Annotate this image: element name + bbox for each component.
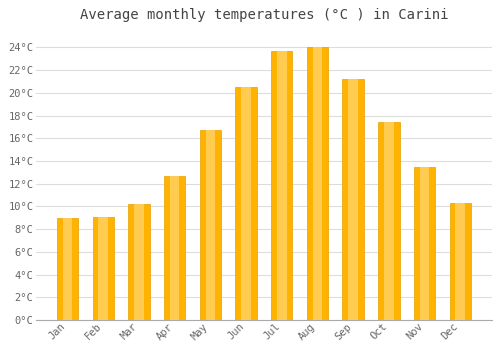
Title: Average monthly temperatures (°C ) in Carini: Average monthly temperatures (°C ) in Ca… <box>80 8 448 22</box>
Bar <box>414 167 436 320</box>
Bar <box>98 217 108 320</box>
Bar <box>200 130 221 320</box>
Bar <box>342 79 364 320</box>
Bar <box>128 204 150 320</box>
Bar <box>62 218 72 320</box>
Bar <box>348 79 358 320</box>
Bar <box>164 176 186 320</box>
Bar <box>450 203 471 320</box>
Bar <box>236 87 256 320</box>
Bar <box>384 122 394 320</box>
Bar <box>420 167 430 320</box>
Bar <box>456 203 465 320</box>
Bar <box>134 204 144 320</box>
Bar <box>271 51 292 320</box>
Bar <box>206 130 215 320</box>
Bar <box>312 48 322 320</box>
Bar <box>170 176 179 320</box>
Bar <box>57 218 78 320</box>
Bar <box>378 122 400 320</box>
Bar <box>306 48 328 320</box>
Bar <box>277 51 286 320</box>
Bar <box>92 217 114 320</box>
Bar <box>241 87 251 320</box>
